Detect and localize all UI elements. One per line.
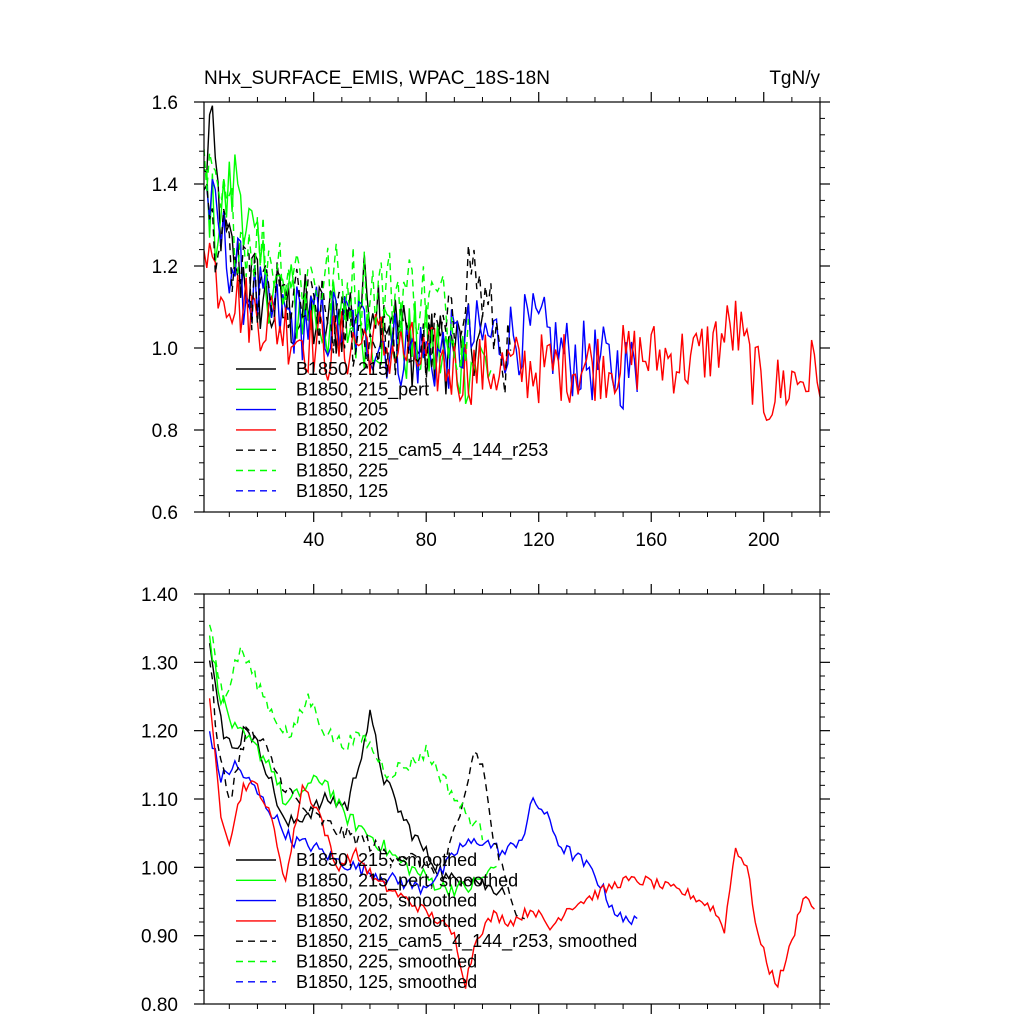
top-chart-x-tick-label: 160 <box>635 530 667 551</box>
bottom-chart-axes: 0.80 0.90 1.00 1.10 1.20 1.30 1.40 <box>141 584 830 1016</box>
top-chart-y-tick-label: 1.2 <box>152 257 178 278</box>
bottom-chart-series-line-1 <box>208 643 506 896</box>
top-chart-legend-label: B1850, 205 <box>296 400 388 420</box>
top-chart-y-tick-label: 0.6 <box>152 503 178 524</box>
top-chart-x-tick-label: 80 <box>416 530 437 551</box>
bottom-chart-series-line-2 <box>208 635 497 899</box>
bottom-chart-y-tick-label: 1.00 <box>141 858 178 879</box>
bottom-chart: 0.80 0.90 1.00 1.10 1.20 1.30 1.40 B1850, 215,… <box>141 584 830 1016</box>
bottom-chart-plot-area <box>208 624 815 989</box>
top-chart-series-line-6 <box>204 149 470 373</box>
bottom-chart-series-line-4 <box>208 698 815 989</box>
bottom-chart-legend-label: B1850, 125, smoothed <box>296 972 477 992</box>
bottom-chart-legend-label: B1850, 205, smoothed <box>296 891 477 911</box>
top-chart-units: TgN/y <box>769 68 820 89</box>
bottom-chart-y-tick-label: 1.20 <box>141 722 178 743</box>
top-chart-series-line-4 <box>204 242 820 422</box>
top-chart-title: NHx_SURFACE_EMIS, WPAC_18S-18N <box>204 68 550 89</box>
bottom-chart-legend-label: B1850, 215_pert, smoothed <box>296 870 518 891</box>
bottom-chart-y-tick-label: 0.80 <box>141 995 178 1016</box>
bottom-chart-y-tick-label: 1.10 <box>141 790 178 811</box>
top-chart-axes: 40 80 120 160 200 0.6 0.8 1.0 1.2 1.4 1.6 <box>152 92 830 551</box>
bottom-chart-legend-label: B1850, 225, smoothed <box>296 952 477 972</box>
top-chart-y-tick-label: 0.8 <box>152 421 178 442</box>
top-chart-y-tick-label: 1.4 <box>152 175 179 196</box>
bottom-chart-legend-label: B1850, 215, smoothed <box>296 850 477 870</box>
top-chart-x-tick-label: 40 <box>303 530 324 551</box>
top-chart-legend-label: B1850, 215 <box>296 359 388 379</box>
bottom-chart-y-tick-label: 0.90 <box>141 927 178 948</box>
top-chart-y-tick-label: 1.0 <box>152 339 178 360</box>
top-chart-frame <box>203 101 821 513</box>
bottom-chart-legend-label: B1850, 202, smoothed <box>296 911 477 931</box>
top-chart-y-tick-label: 1.6 <box>152 93 178 114</box>
top-chart-series-line-5 <box>204 182 512 394</box>
bottom-chart-y-tick-label: 1.40 <box>141 585 178 606</box>
top-chart-x-tick-label: 200 <box>748 530 780 551</box>
top-chart-x-tick-label: 120 <box>523 530 555 551</box>
bottom-chart-y-tick-label: 1.30 <box>141 653 178 674</box>
top-chart-legend-label: B1850, 202 <box>296 420 388 440</box>
bottom-chart-series-line-3 <box>208 731 638 926</box>
bottom-chart-series-line-5 <box>208 660 525 920</box>
top-chart-legend-label: B1850, 215_pert <box>296 379 429 400</box>
top-chart-legend-label: B1850, 125 <box>296 481 388 501</box>
top-chart-legend-label: B1850, 225 <box>296 461 388 481</box>
top-chart-plot-area <box>204 105 820 422</box>
bottom-chart-legend-label: B1850, 215_cam5_4_144_r253, smoothed <box>296 931 637 952</box>
top-chart-series-line-3 <box>204 179 638 411</box>
bottom-chart-series-line-6 <box>208 624 484 841</box>
top-chart-legend-label: B1850, 215_cam5_4_144_r253 <box>296 440 548 461</box>
top-chart: NHx_SURFACE_EMIS, WPAC_18S-18N TgN/y 40 8… <box>152 68 830 551</box>
